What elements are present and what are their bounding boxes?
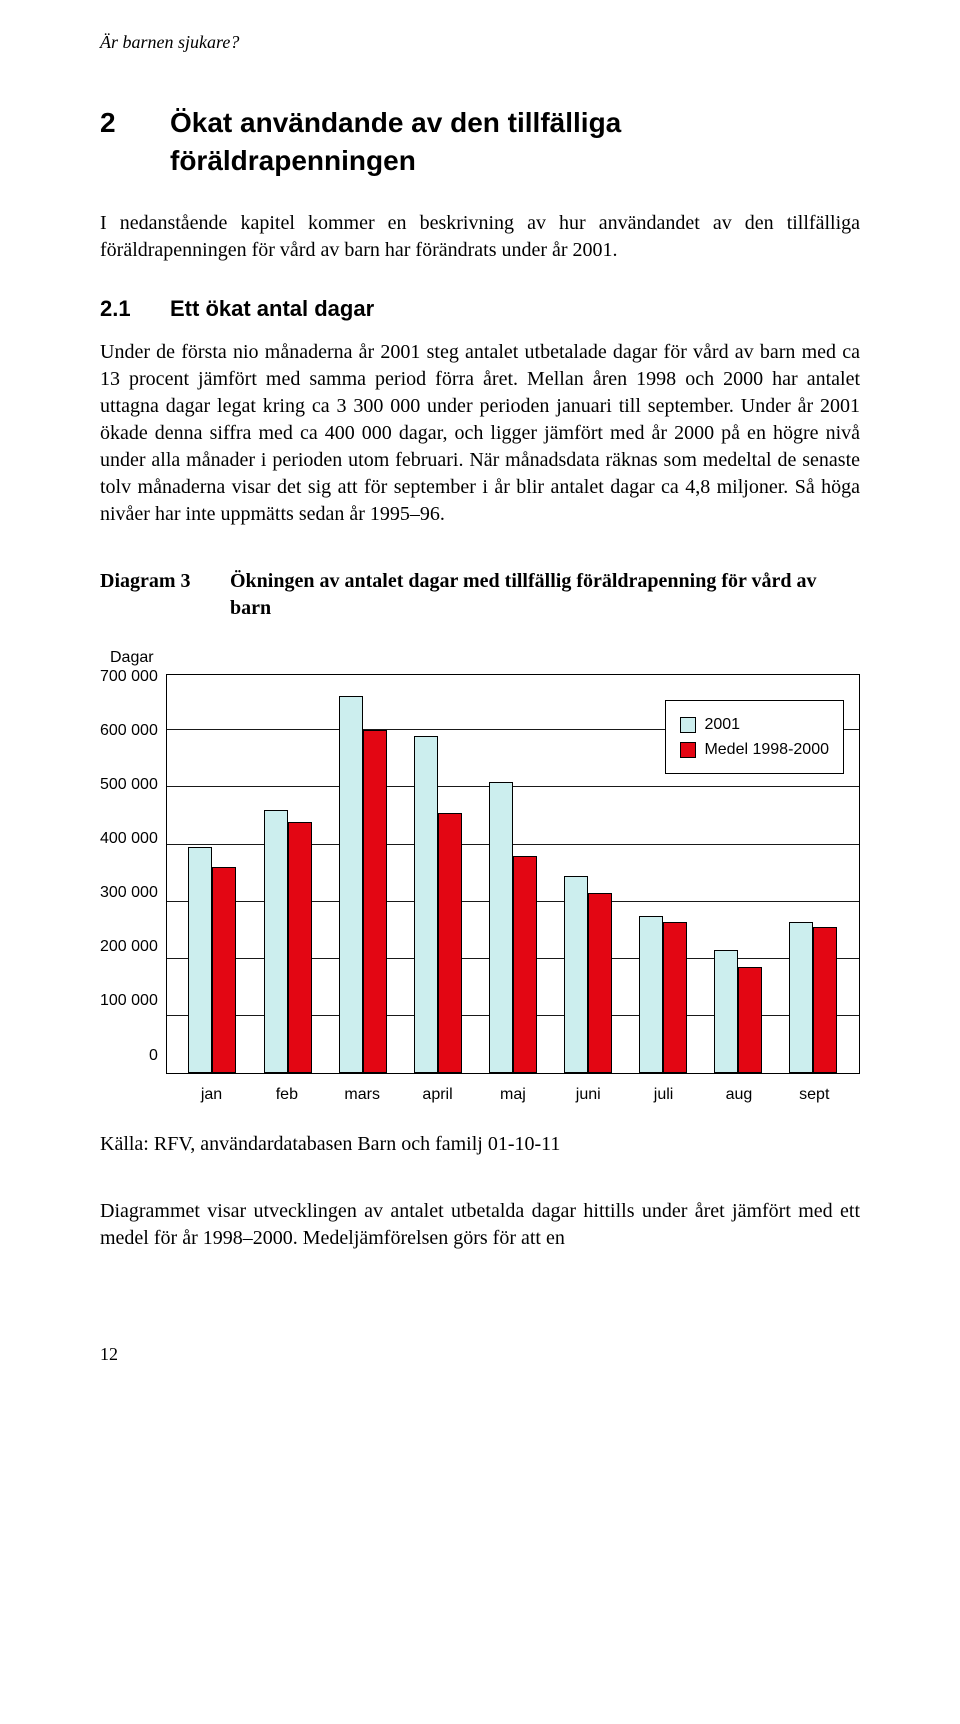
legend-row: 2001 bbox=[680, 714, 829, 736]
x-tick-label: aug bbox=[701, 1084, 776, 1106]
bar bbox=[363, 730, 387, 1073]
bar-group bbox=[714, 950, 762, 1073]
bar bbox=[489, 782, 513, 1073]
bar bbox=[339, 696, 363, 1073]
legend-swatch bbox=[680, 717, 696, 733]
bar bbox=[288, 822, 312, 1073]
outro-paragraph: Diagrammet visar utvecklingen av antalet… bbox=[100, 1198, 860, 1252]
bar bbox=[663, 922, 687, 1073]
legend-row: Medel 1998-2000 bbox=[680, 739, 829, 761]
section-2-1-number: 2.1 bbox=[100, 294, 170, 324]
bar-group bbox=[339, 696, 387, 1073]
chart-source: Källa: RFV, användardatabasen Barn och f… bbox=[100, 1131, 860, 1158]
chart-legend: 2001 Medel 1998-2000 bbox=[665, 700, 844, 774]
x-tick-label: mars bbox=[325, 1084, 400, 1106]
y-tick-label: 300 000 bbox=[100, 882, 158, 904]
plot-area: 2001 Medel 1998-2000 bbox=[166, 674, 860, 1074]
section-2-1-heading: 2.1 Ett ökat antal dagar bbox=[100, 294, 860, 324]
bar bbox=[813, 927, 837, 1073]
bar bbox=[188, 847, 212, 1073]
bar-group bbox=[414, 736, 462, 1073]
x-tick-label: juni bbox=[551, 1084, 626, 1106]
diagram-3-title: Ökningen av antalet dagar med tillfällig… bbox=[230, 568, 860, 622]
chart-container: Dagar 700 000 600 000 500 000 400 000 300 00… bbox=[100, 647, 860, 1106]
section-2-intro: I nedanstående kapitel kommer en beskriv… bbox=[100, 210, 860, 264]
legend-label: Medel 1998-2000 bbox=[704, 739, 829, 761]
bar-group bbox=[188, 847, 236, 1073]
bar-group bbox=[789, 922, 837, 1073]
x-tick-label: sept bbox=[777, 1084, 852, 1106]
bar bbox=[264, 810, 288, 1073]
bar bbox=[414, 736, 438, 1073]
x-tick-label: jan bbox=[174, 1084, 249, 1106]
y-axis-ticks: 700 000 600 000 500 000 400 000 300 000 200 0… bbox=[100, 666, 166, 1066]
bar-group bbox=[564, 876, 612, 1073]
bar-group bbox=[489, 782, 537, 1073]
bar bbox=[513, 856, 537, 1073]
bar-group bbox=[639, 916, 687, 1073]
x-tick-label: maj bbox=[475, 1084, 550, 1106]
bar bbox=[438, 813, 462, 1073]
legend-label: 2001 bbox=[704, 714, 740, 736]
bar bbox=[588, 893, 612, 1073]
diagram-3-header: Diagram 3 Ökningen av antalet dagar med … bbox=[100, 568, 860, 622]
y-tick-label: 500 000 bbox=[100, 774, 158, 796]
x-axis-ticks: janfebmarsaprilmajjunijuliaugsept bbox=[166, 1084, 860, 1106]
y-tick-label: 700 000 bbox=[100, 666, 158, 688]
y-tick-label: 400 000 bbox=[100, 828, 158, 850]
legend-swatch bbox=[680, 742, 696, 758]
section-2-title: Ökat användande av den tillfälliga föräl… bbox=[170, 104, 860, 180]
y-tick-label: 0 bbox=[149, 1045, 158, 1067]
x-tick-label: feb bbox=[249, 1084, 324, 1106]
bar bbox=[639, 916, 663, 1073]
section-2-1-title: Ett ökat antal dagar bbox=[170, 294, 374, 324]
bar bbox=[789, 922, 813, 1073]
y-tick-label: 200 000 bbox=[100, 936, 158, 958]
section-2-number: 2 bbox=[100, 104, 170, 180]
bar bbox=[738, 967, 762, 1073]
diagram-3-label: Diagram 3 bbox=[100, 568, 230, 622]
page-number: 12 bbox=[100, 1342, 860, 1366]
x-tick-label: april bbox=[400, 1084, 475, 1106]
x-tick-label: juli bbox=[626, 1084, 701, 1106]
page-header: Är barnen sjukare? bbox=[100, 30, 860, 54]
section-2-heading: 2 Ökat användande av den tillfälliga för… bbox=[100, 104, 860, 180]
y-tick-label: 600 000 bbox=[100, 720, 158, 742]
bar bbox=[564, 876, 588, 1073]
y-tick-label: 100 000 bbox=[100, 990, 158, 1012]
section-2-1-body: Under de första nio månaderna år 2001 st… bbox=[100, 339, 860, 528]
y-axis-label: Dagar bbox=[110, 647, 860, 669]
bar bbox=[714, 950, 738, 1073]
bar bbox=[212, 867, 236, 1073]
bar-group bbox=[264, 810, 312, 1073]
